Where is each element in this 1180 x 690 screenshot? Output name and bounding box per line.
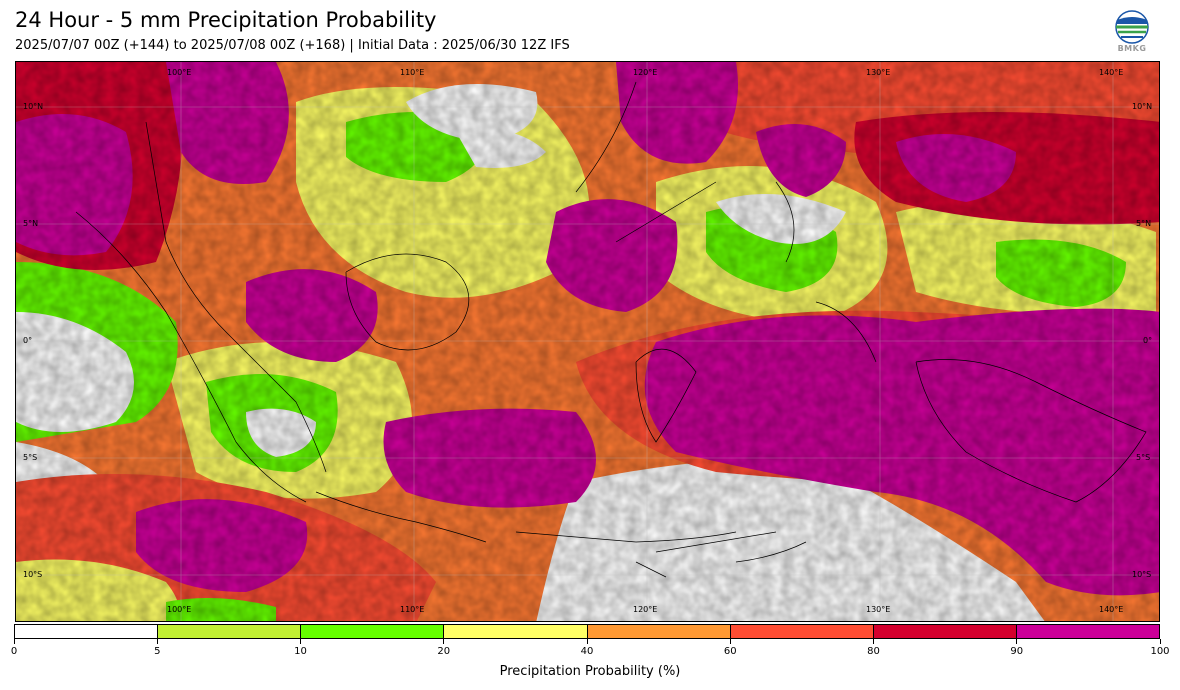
lon-label-bottom: 110°E	[400, 605, 425, 614]
colorbar-tick-label: 90	[1010, 646, 1024, 657]
colorbar-tick-mark	[156, 639, 158, 644]
colorbar-tick-label: 5	[154, 646, 161, 657]
colorbar-tick-label: 100	[1150, 646, 1170, 657]
colorbar-tick-label: 40	[580, 646, 594, 657]
colorbar-tick-mark	[13, 639, 15, 644]
logo-text: BMKG	[1117, 44, 1147, 53]
lon-label-top: 140°E	[1099, 68, 1124, 77]
lat-label-right: 10°N	[1132, 102, 1153, 111]
lon-label-top: 110°E	[400, 68, 425, 77]
colorbar-tick-mark	[300, 639, 301, 644]
bmkg-logo: BMKG	[1112, 10, 1152, 56]
lon-label-top: 130°E	[866, 68, 891, 77]
colorbar-tick-mark	[443, 639, 445, 644]
colorbar-tick-mark	[586, 639, 588, 644]
colorbar-tick-mark	[1159, 639, 1161, 644]
lat-label-left: 10°N	[23, 102, 44, 111]
colorbar-tick-mark	[729, 639, 731, 644]
colorbar	[14, 624, 1160, 639]
lat-label-right: 0°	[1143, 336, 1153, 345]
lat-label-left: 10°S	[23, 570, 43, 579]
lon-label-top: 100°E	[167, 68, 192, 77]
lat-label-right: 5°S	[1136, 453, 1151, 462]
colorbar-segment	[1016, 625, 1159, 638]
lat-label-left: 5°S	[23, 453, 38, 462]
precipitation-map: 100°E 110°E 120°E 130°E 140°E 100°E 110°…	[15, 61, 1160, 622]
colorbar-tick-label: 20	[437, 646, 451, 657]
lon-label-bottom: 120°E	[633, 605, 658, 614]
lon-label-top: 120°E	[633, 68, 658, 77]
lon-label-bottom: 100°E	[167, 605, 192, 614]
colorbar-tick-mark	[873, 639, 874, 644]
precipitation-field	[16, 62, 1159, 621]
colorbar-tick-label: 80	[867, 646, 880, 657]
page-title: 24 Hour - 5 mm Precipitation Probability	[15, 8, 437, 32]
page-subtitle: 2025/07/07 00Z (+144) to 2025/07/08 00Z …	[15, 38, 570, 53]
colorbar-segment	[730, 625, 874, 638]
colorbar-segment	[15, 625, 159, 638]
colorbar-segment	[873, 625, 1017, 638]
colorbar-tick-label: 60	[723, 646, 737, 657]
lat-label-right: 5°N	[1136, 219, 1152, 228]
colorbar-segment	[587, 625, 731, 638]
colorbar-tick-label: 0	[10, 646, 18, 657]
colorbar-segment	[444, 625, 588, 638]
colorbar-tick-mark	[1016, 639, 1018, 644]
lon-label-bottom: 130°E	[866, 605, 891, 614]
colorbar-segment	[301, 625, 445, 638]
lat-label-left: 5°N	[23, 219, 39, 228]
lon-label-bottom: 140°E	[1099, 605, 1124, 614]
colorbar-title: Precipitation Probability (%)	[499, 664, 681, 679]
colorbar-tick-label: 10	[294, 646, 307, 657]
lat-label-right: 10°S	[1132, 570, 1152, 579]
bmkg-globe-icon	[1115, 10, 1149, 44]
colorbar-segment	[158, 625, 302, 638]
lat-label-left: 0°	[23, 336, 33, 345]
